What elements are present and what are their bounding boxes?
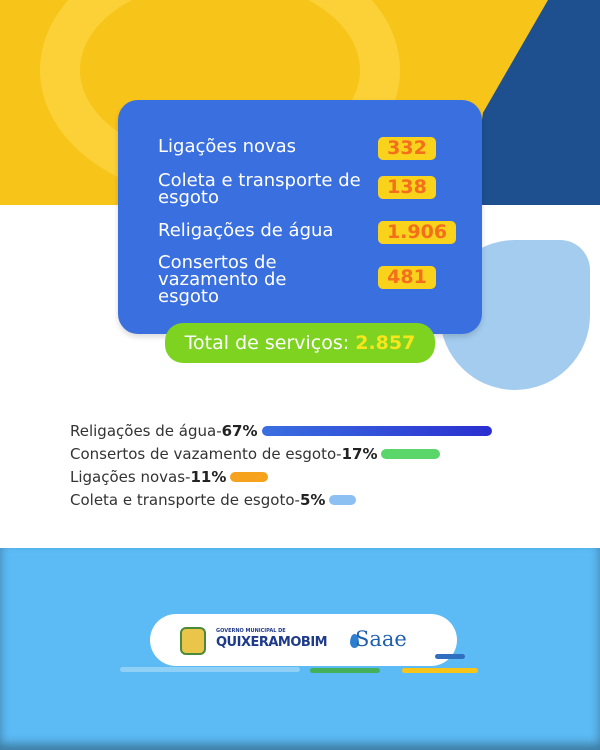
separator: - <box>216 421 222 440</box>
chart-row: Ligações novas - 11% <box>70 465 492 488</box>
category-label: Consertos de vazamento de esgoto <box>70 444 337 463</box>
chart-row: Religações de água - 67% <box>70 419 492 442</box>
gov-small-text: GOVERNO MUNICIPAL DE <box>216 628 286 634</box>
total-value: 2.857 <box>355 332 416 354</box>
water-drop-icon <box>350 634 359 648</box>
logo-bar: GOVERNO MUNICIPAL DE QUIXERAMOBIM Saae <box>150 614 457 666</box>
item-label: Religações de água <box>158 220 334 241</box>
item-label: Coleta e transporte de esgoto <box>158 170 361 208</box>
value-label: 5% <box>299 490 326 509</box>
separator: - <box>336 444 342 463</box>
item-value: 332 <box>378 137 436 160</box>
chart-row: Consertos de vazamento de esgoto - 17% <box>70 442 492 465</box>
saae-logo: Saae <box>355 627 407 651</box>
category-label: Religações de água <box>70 421 217 440</box>
separator: - <box>294 490 300 509</box>
value-label: 17% <box>341 444 378 463</box>
chart-row: Coleta e transporte de esgoto - 5% <box>70 488 492 511</box>
decorative-line <box>310 668 380 673</box>
item-label: Consertos de vazamento de esgoto <box>158 252 287 307</box>
total-pill: Total de serviços: 2.857 <box>165 323 435 363</box>
total-label: Total de serviços: <box>184 332 350 354</box>
gov-name: QUIXERAMOBIM <box>216 635 328 650</box>
bar <box>381 448 440 459</box>
bar <box>261 425 492 436</box>
item-label: Ligações novas <box>158 136 297 157</box>
value-label: 67% <box>221 421 258 440</box>
category-label: Ligações novas <box>70 467 186 486</box>
item-value: 1.906 <box>378 221 456 244</box>
decorative-line <box>435 654 465 659</box>
category-label: Coleta e transporte de esgoto <box>70 490 295 509</box>
value-label: 11% <box>190 467 227 486</box>
decorative-line <box>402 668 478 673</box>
quixeramobim-crest-logo <box>180 627 206 655</box>
bar <box>329 494 357 505</box>
percentage-chart: Religações de água - 67% Consertos de vaz… <box>70 419 492 511</box>
bar <box>230 471 269 482</box>
decorative-line <box>120 667 300 672</box>
item-value: 481 <box>378 266 436 289</box>
services-card: Ligações novas 332 Coleta e transporte d… <box>118 100 482 334</box>
separator: - <box>185 467 191 486</box>
item-value: 138 <box>378 176 436 199</box>
